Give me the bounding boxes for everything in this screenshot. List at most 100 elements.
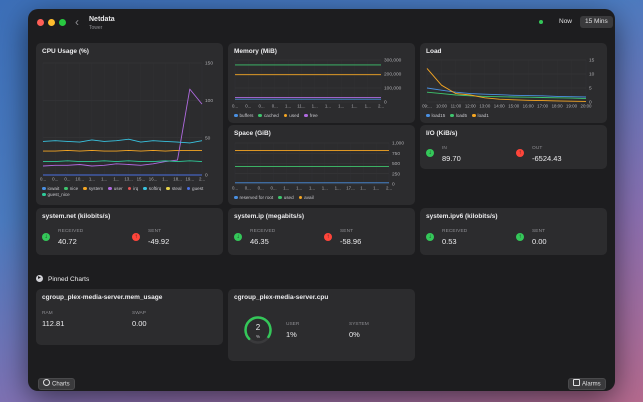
- x-tick-label: 1...: [351, 104, 357, 109]
- legend-label: iowait: [47, 186, 60, 191]
- series-line-guest-nice: [43, 160, 203, 163]
- legend-label: reserved for root: [239, 195, 274, 200]
- zoom-window-button[interactable]: [59, 19, 66, 26]
- system-ip-card[interactable]: system.ip (megabits/s) ↓ RECEIVED 46.35 …: [228, 208, 415, 255]
- pinned-mem-usage-card[interactable]: cgroup_plex-media-server.mem_usage RAM 1…: [36, 289, 223, 345]
- system-net-card[interactable]: system.net (kilobits/s) ↓ RECEIVED 40.72…: [36, 208, 223, 255]
- space-card[interactable]: Space (GiB) 1,000 750 500 250 0 0... 0... 0... 0…: [228, 125, 415, 205]
- net-received-value: 40.72: [58, 237, 77, 246]
- legend-item: load1: [472, 113, 489, 118]
- x-tick-label: 1...: [338, 104, 344, 109]
- load-card[interactable]: Load 15 10 5 0 09:... 10:00 11:00 12:00 13:00 14:…: [420, 43, 607, 123]
- legend-swatch: [472, 113, 476, 118]
- system-label: SYSTEM: [349, 322, 369, 327]
- legend-item: guest_nice: [42, 192, 70, 197]
- legend-item: load15: [426, 113, 445, 118]
- x-tick-label: 15:00: [508, 104, 520, 109]
- legend-label: steal: [171, 186, 182, 191]
- y-tick-label: 100: [205, 98, 213, 104]
- y-tick-label: 1,000: [392, 141, 404, 147]
- arrow-up-icon: ↑: [324, 233, 332, 241]
- legend-item: free: [304, 113, 318, 118]
- x-tick-label: 20:00: [581, 104, 593, 109]
- ip-received-label: RECEIVED: [250, 229, 276, 234]
- user-value: 1%: [286, 330, 297, 339]
- legend-label: avail: [304, 195, 314, 200]
- x-tick-label: 13:00: [479, 104, 491, 109]
- x-tick-label: 1...: [101, 177, 107, 182]
- y-tick-label: 15: [589, 58, 595, 64]
- cpu-usage-card[interactable]: CPU Usage (%) 150 100 50 0 0... 0... 0... 10...…: [36, 43, 223, 205]
- ipv6-sent-label: SENT: [532, 229, 546, 234]
- y-tick-label: 250: [392, 171, 400, 177]
- x-tick-label: 18...: [173, 177, 182, 182]
- legend-item: avail: [298, 195, 314, 200]
- alarms-button[interactable]: Alarms: [568, 378, 606, 390]
- io-card-title: I/O (KiB/s): [426, 130, 458, 137]
- live-status-dot: [539, 20, 543, 24]
- x-tick-label: 0...: [232, 186, 238, 191]
- pin-icon: ▸: [36, 275, 43, 282]
- range-now-button[interactable]: Now: [559, 18, 573, 25]
- legend-swatch: [143, 186, 147, 191]
- x-tick-label: 1...: [296, 186, 302, 191]
- series-line-softirq: [42, 138, 203, 144]
- legend-swatch: [278, 195, 282, 200]
- host-subtitle: Tower: [89, 25, 103, 31]
- y-tick-label: 500: [392, 161, 400, 167]
- x-tick-label: 14:00: [494, 104, 506, 109]
- ram-value: 112.81: [42, 319, 65, 328]
- legend-swatch: [83, 186, 87, 191]
- load-card-title: Load: [426, 48, 442, 55]
- arrow-up-icon: ↑: [132, 233, 140, 241]
- back-chevron-icon[interactable]: ‹: [75, 15, 79, 29]
- x-tick-label: 1...: [89, 177, 95, 182]
- ip-sent-value: -58.96: [340, 237, 362, 246]
- range-15-mins-button[interactable]: 15 Mins: [580, 16, 613, 28]
- legend-swatch: [298, 195, 303, 200]
- x-tick-label: 1...: [285, 104, 291, 109]
- legend-label: free: [309, 113, 318, 118]
- minimize-window-button[interactable]: [48, 19, 55, 26]
- legend-swatch: [127, 186, 132, 191]
- legend-label: load5: [455, 113, 468, 118]
- system-ipv6-card[interactable]: system.ipv6 (kilobits/s) ↓ RECEIVED 0.53…: [420, 208, 607, 255]
- legend-item: softirq: [143, 186, 161, 191]
- io-card[interactable]: I/O (KiB/s) ↓ IN 89.70 ↑ OUT -6524.43: [420, 125, 607, 169]
- space-legend: reserved for root used avail: [234, 195, 412, 200]
- legend-label: guest_nice: [47, 192, 70, 197]
- y-tick-label: 5: [589, 86, 592, 92]
- space-card-title: Space (GiB): [234, 130, 271, 137]
- x-tick-label: 19...: [185, 177, 194, 182]
- y-tick-label: 0: [392, 182, 395, 188]
- legend-item: buffers: [234, 113, 253, 118]
- legend-swatch: [283, 113, 288, 118]
- memory-card[interactable]: Memory (MiB) 300,000 200,000 100,000 0 0... 0…: [228, 43, 415, 123]
- net-sent-value: -49.92: [148, 237, 170, 246]
- x-tick-label: 1...: [312, 104, 318, 109]
- x-tick-label: 1...: [113, 177, 119, 182]
- y-tick-label: 150: [205, 61, 213, 67]
- pinned-cpu-title: cgroup_plex-media-server.cpu: [234, 294, 329, 301]
- legend-item: used: [278, 195, 294, 200]
- ip-received-value: 46.35: [250, 237, 269, 246]
- x-tick-label: 12:00: [465, 104, 477, 109]
- pinned-mem-title: cgroup_plex-media-server.mem_usage: [42, 294, 163, 301]
- io-out-value: -6524.43: [532, 154, 562, 163]
- charts-button[interactable]: Charts: [38, 378, 75, 390]
- swap-label: SWAP: [132, 311, 146, 316]
- legend-swatch: [426, 113, 430, 118]
- close-window-button[interactable]: [37, 19, 44, 26]
- legend-item: load5: [450, 113, 467, 118]
- x-tick-label: 19:00: [566, 104, 578, 109]
- memory-card-title: Memory (MiB): [234, 48, 277, 55]
- x-tick-label: 17:00: [537, 104, 549, 109]
- legend-swatch: [234, 113, 238, 118]
- legend-swatch: [166, 186, 170, 191]
- x-tick-label: 09:...: [422, 104, 432, 109]
- y-tick-label: 0: [384, 100, 387, 106]
- legend-swatch: [304, 113, 308, 118]
- x-tick-label: 0...: [64, 177, 70, 182]
- pinned-cpu-card[interactable]: cgroup_plex-media-server.cpu 2 % USER 1%…: [228, 289, 415, 361]
- legend-label: guest: [192, 186, 204, 191]
